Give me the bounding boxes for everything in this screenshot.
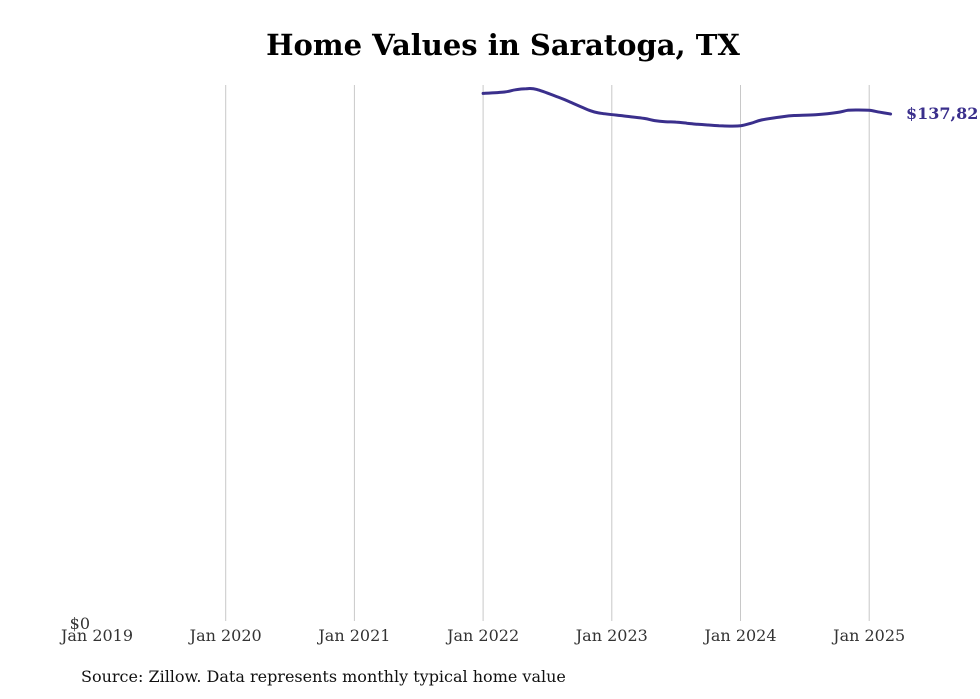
series-line: [481, 86, 893, 128]
end-value-label: $137,82: [906, 104, 978, 123]
y-tick-label-zero: $0: [70, 614, 90, 633]
grid-lines: [225, 85, 870, 621]
x-tick-label: Jan 2019: [59, 626, 133, 645]
x-tick-label: Jan 2021: [316, 626, 390, 645]
source-note: Source: Zillow. Data represents monthly …: [81, 667, 566, 686]
x-axis-ticks: Jan 2019 Jan 2020 Jan 2021 Jan 2022 Jan 2023…: [59, 626, 905, 645]
x-tick-label: Jan 2022: [445, 626, 519, 645]
x-tick-label: Jan 2025: [831, 626, 905, 645]
x-tick-label: Jan 2020: [188, 626, 262, 645]
chart-title: Home Values in Saratoga, TX: [266, 28, 740, 62]
x-tick-label: Jan 2024: [702, 626, 776, 645]
x-tick-label: Jan 2023: [574, 626, 648, 645]
